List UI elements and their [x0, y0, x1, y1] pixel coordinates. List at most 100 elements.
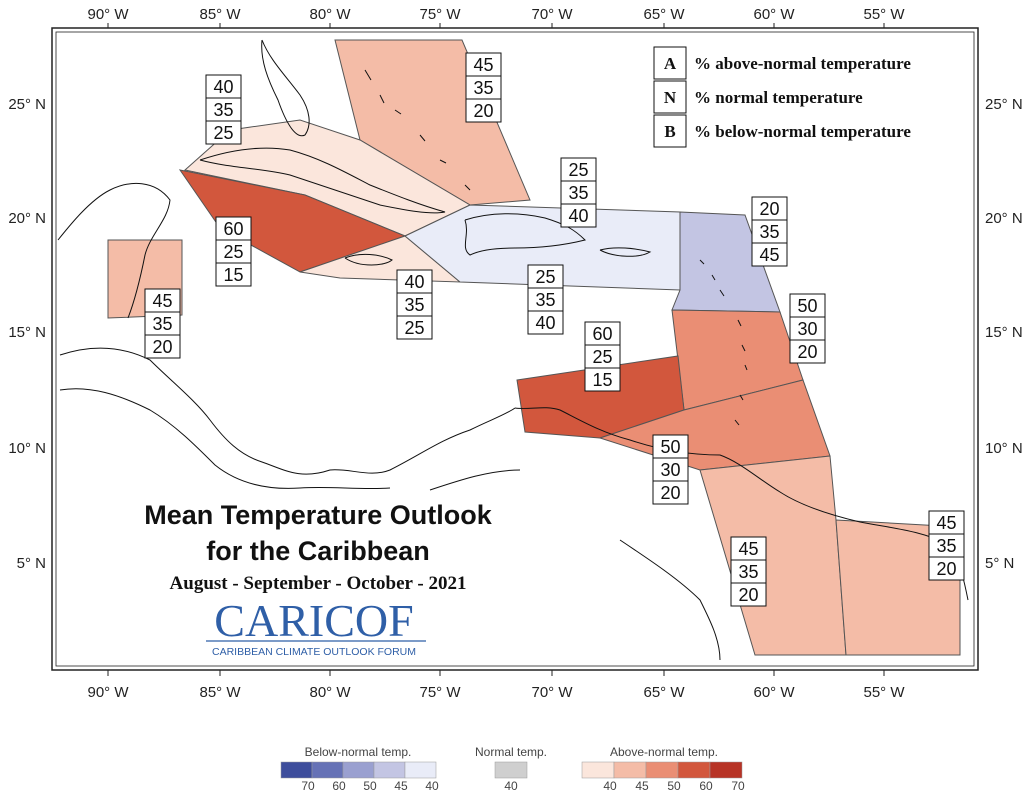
probability-boxes: 45 35 20 60 25 15 40 35 25 40 35 25 25 35 40 25 35 40 20 35…: [144, 52, 965, 607]
legend-key-n: N: [664, 88, 677, 107]
legend-text-above: % above-normal temperature: [694, 54, 911, 73]
scale-above: 40 45 50 60 70: [581, 761, 745, 791]
prob-box-hispaniola: 25 35 40: [560, 157, 597, 228]
legend-text-normal: % normal temperature: [694, 88, 863, 107]
prob-cell: [205, 120, 242, 145]
prob-box-suriname-guiana: 45 35 20: [928, 510, 965, 581]
legend-text-below: % below-normal temperature: [694, 122, 911, 141]
scale-title-below: Below-normal temp.: [305, 745, 412, 759]
logo-wordmark: CARICOF: [214, 595, 413, 646]
scale-tick-label: 45: [635, 779, 649, 791]
scale-tick-label: 70: [301, 779, 315, 791]
x-tick-bottom: 80° W: [309, 684, 351, 701]
y-tick-right: 15° N: [985, 324, 1023, 341]
prob-below-value: 20: [473, 101, 493, 121]
legend-key-box: [653, 80, 687, 114]
scale-tick-label: 40: [504, 779, 518, 791]
prob-box-belize: 45 35 20: [144, 288, 181, 359]
prob-cell: [928, 556, 965, 581]
x-axis-top: 90° W 85° W 80° W 75° W 70° W 65° W 60° W 55° W: [87, 6, 905, 28]
scale-tick-label: 50: [363, 779, 377, 791]
prob-box-cuba-west: 60 25 15: [215, 216, 252, 287]
title-block: Mean Temperature Outlook for the Caribbe…: [144, 500, 493, 594]
prob-below-value: 45: [759, 245, 779, 265]
prob-above-value: 25: [568, 160, 588, 180]
coast-venezuela-interior: [429, 469, 721, 661]
legend-key-box: [653, 114, 687, 148]
coast-bahamas-islands: [364, 69, 471, 191]
x-tick-bottom: 90° W: [87, 684, 129, 701]
scale-swatch: [494, 761, 528, 779]
prob-below-value: 25: [213, 123, 233, 143]
prob-normal-value: 35: [213, 100, 233, 120]
coast-central-america: [59, 347, 516, 475]
coast-hispaniola: [464, 213, 586, 256]
scale-swatch: [645, 761, 679, 779]
prob-cell: [652, 480, 689, 505]
prob-normal-value: 25: [223, 242, 243, 262]
scale-normal: 40: [494, 761, 528, 791]
y-tick-right: 5° N: [985, 555, 1014, 572]
scale-below: 70 60 50 45 40: [280, 761, 439, 791]
x-tick-top: 90° W: [87, 6, 129, 23]
prob-above-value: 20: [759, 199, 779, 219]
coast-cuba: [199, 147, 446, 214]
y-axis-right: 25° N 20° N 15° N 10° N 5° N: [985, 96, 1023, 572]
prob-normal-value: 35: [152, 314, 172, 334]
x-tick-bottom: 85° W: [199, 684, 241, 701]
logo-tagline: CARIBBEAN CLIMATE OUTLOOK FORUM: [212, 646, 416, 658]
prob-box-abc-islands: 60 25 15: [584, 321, 621, 392]
title-period: August - September - October - 2021: [170, 573, 467, 594]
prob-normal-value: 35: [759, 222, 779, 242]
prob-below-value: 20: [152, 337, 172, 357]
prob-cell: [465, 98, 502, 123]
scale-title-normal: Normal temp.: [475, 745, 547, 759]
y-axis-left: 25° N 20° N 15° N 10° N 5° N: [8, 96, 46, 572]
scale-swatch: [342, 761, 375, 779]
y-tick-left: 15° N: [8, 324, 46, 341]
prob-box-northern-leewards: 20 35 45: [751, 196, 788, 267]
x-tick-top: 70° W: [531, 6, 573, 23]
prob-above-value: 45: [738, 539, 758, 559]
y-tick-right: 10° N: [985, 440, 1023, 457]
prob-below-value: 15: [223, 265, 243, 285]
map-inner-frame: [55, 31, 975, 667]
y-tick-left: 25° N: [8, 96, 46, 113]
coast-central-america-pacific: [59, 388, 391, 490]
prob-above-value: 25: [535, 267, 555, 287]
x-tick-bottom: 55° W: [863, 684, 905, 701]
prob-above-value: 60: [223, 219, 243, 239]
prob-above-value: 45: [936, 513, 956, 533]
prob-above-value: 45: [473, 55, 493, 75]
y-tick-left: 20° N: [8, 210, 46, 227]
prob-box-cuba-east: 40 35 25: [205, 74, 242, 145]
scale-swatch: [280, 761, 313, 779]
prob-normal-value: 35: [568, 183, 588, 203]
prob-box-windwards: 50 30 20: [789, 293, 826, 364]
scale-swatch: [677, 761, 711, 779]
title-line-2: for the Caribbean: [206, 536, 430, 566]
x-tick-top: 65° W: [643, 6, 685, 23]
y-tick-left: 10° N: [8, 440, 46, 457]
prob-cell: [751, 242, 788, 267]
caricof-logo: CARICOF CARIBBEAN CLIMATE OUTLOOK FORUM: [206, 595, 426, 658]
prob-normal-value: 35: [738, 562, 758, 582]
prob-normal-value: 35: [535, 290, 555, 310]
x-tick-bottom: 60° W: [753, 684, 795, 701]
prob-below-value: 15: [592, 370, 612, 390]
title-line-1: Mean Temperature Outlook: [144, 500, 493, 530]
scale-title-above: Above-normal temp.: [610, 745, 718, 759]
scale-swatch: [613, 761, 647, 779]
prob-below-value: 20: [660, 483, 680, 503]
coast-puerto-rico: [599, 247, 652, 257]
x-tick-top: 80° W: [309, 6, 351, 23]
prob-normal-value: 35: [936, 536, 956, 556]
scale-swatch: [404, 761, 437, 779]
y-tick-left: 5° N: [17, 555, 46, 572]
prob-cell: [730, 582, 767, 607]
coast-yucatan: [57, 182, 171, 319]
prob-box-jamaica: 40 35 25: [396, 269, 433, 340]
region-bahamas: [334, 39, 531, 206]
x-tick-bottom: 70° W: [531, 684, 573, 701]
